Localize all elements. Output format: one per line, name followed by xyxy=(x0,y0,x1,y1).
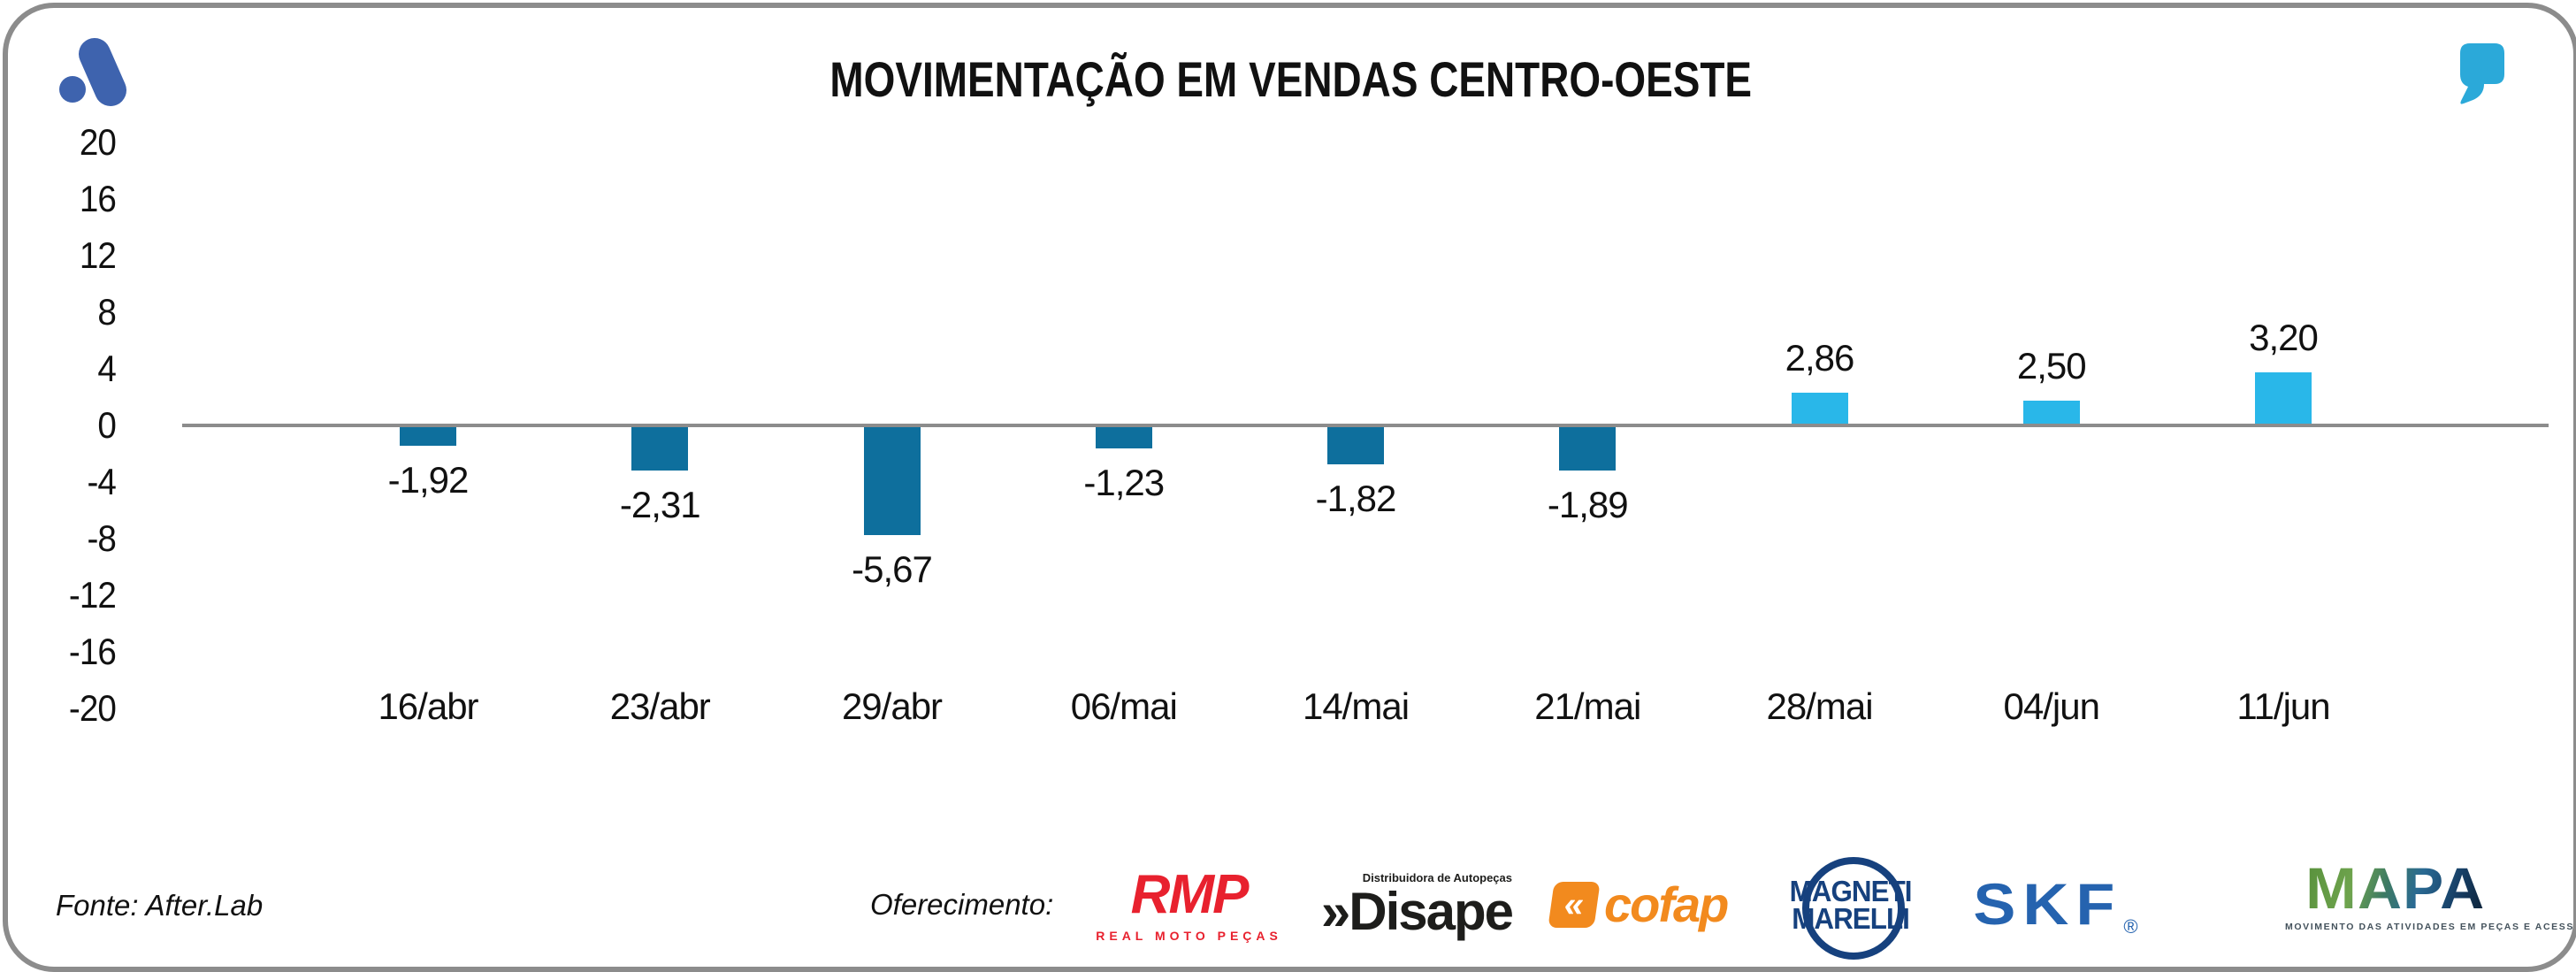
report-card: MOVIMENTAÇÃO EM VENDAS CENTRO-OESTE 20 16… xyxy=(3,3,2576,972)
bar-04-jun xyxy=(2022,401,2080,425)
y-tick-label: 12 xyxy=(79,234,117,276)
bar-21-mai xyxy=(1559,425,1617,471)
cofap-wordmark: cofap xyxy=(1604,876,1729,932)
bar-14-mai xyxy=(1327,425,1384,464)
disape-toptext: Distribuidora de Autopeças xyxy=(1362,870,1513,884)
x-tick-label: 04/jun xyxy=(2003,685,2100,727)
bar-value-label: -1,89 xyxy=(1547,484,1629,525)
rmp-subtext: REAL MOTO PEÇAS xyxy=(1096,929,1282,943)
sponsor-row: Oferecimento: RMP REAL MOTO PEÇAS Distri… xyxy=(870,846,2138,963)
x-tick-label: 11/jun xyxy=(2236,685,2330,727)
x-tick-label: 21/mai xyxy=(1534,685,1641,727)
bar-value-label: -1,23 xyxy=(1083,462,1165,503)
mapa-logo: MAPA MOVIMENTO DAS ATIVIDADES EM PEÇAS E… xyxy=(2285,855,2574,932)
x-tick-label: 23/abr xyxy=(609,685,711,727)
bar-chart: 20 16 12 8 4 0 -4 -8 -12 -16 -20 -1,92 16/abr -2,31 23… xyxy=(8,8,2573,967)
bar-value-label: -2,31 xyxy=(619,484,701,525)
x-tick-label: 16/abr xyxy=(378,685,478,727)
y-tick-label: 20 xyxy=(79,121,117,163)
bar-29-abr xyxy=(863,425,921,535)
y-tick-label: -16 xyxy=(68,631,117,672)
sponsor-label: Oferecimento: xyxy=(870,888,1054,921)
y-tick-label: 0 xyxy=(97,404,116,446)
y-tick-label: -20 xyxy=(68,687,117,729)
bar-23-abr xyxy=(631,425,689,471)
skf-registered-mark: ® xyxy=(2123,915,2138,938)
magneti-marelli-logo: MAGNETI MARELLI xyxy=(1766,852,1934,960)
y-tick-label: -8 xyxy=(87,517,116,559)
mapa-wordmark: MAPA xyxy=(2305,855,2486,921)
mapa-subtitle: MOVIMENTO DAS ATIVIDADES EM PEÇAS E ACES… xyxy=(2285,922,2574,932)
page-title: MOVIMENTAÇÃO EM VENDAS CENTRO-OESTE xyxy=(829,51,1752,107)
magneti-marelli-circle-icon xyxy=(1802,857,1906,960)
x-tick-label: 29/abr xyxy=(841,685,943,727)
y-tick-label: 16 xyxy=(79,178,117,219)
y-tick-label: 4 xyxy=(97,348,116,389)
bar-value-label: 2,86 xyxy=(1785,337,1855,379)
rmp-logo: RMP REAL MOTO PEÇAS xyxy=(1096,864,1282,943)
y-tick-label: -12 xyxy=(68,574,117,616)
x-tick-label: 28/mai xyxy=(1766,685,1873,727)
bar-06-mai xyxy=(1095,425,1152,448)
disape-wordmark: »Disape xyxy=(1320,881,1514,941)
magneti-marelli-wordmark: MAGNETI MARELLI xyxy=(1789,875,1912,935)
bar-11-jun xyxy=(2255,372,2312,425)
bar-28-mai xyxy=(1791,393,1848,425)
afterlab-logo-icon xyxy=(57,31,134,119)
disape-logo: Distribuidora de Autopeças »Disape xyxy=(1320,870,1514,941)
y-tick-label: -4 xyxy=(87,461,116,502)
bar-16-abr xyxy=(400,425,456,446)
bar-value-label: -1,92 xyxy=(387,459,470,501)
cofap-badge-icon: « xyxy=(1548,882,1601,928)
zero-axis-line xyxy=(182,424,2549,427)
rmp-wordmark: RMP xyxy=(1130,864,1250,925)
x-tick-label: 06/mai xyxy=(1070,685,1178,727)
bar-value-label: -5,67 xyxy=(852,548,933,590)
cofap-logo: « cofap xyxy=(1548,876,1729,932)
y-tick-label: 8 xyxy=(97,291,116,333)
x-tick-label: 14/mai xyxy=(1302,685,1410,727)
bar-value-label: 3,20 xyxy=(2249,317,2319,358)
skf-logo: SKF ® xyxy=(1973,873,2137,937)
quote-mark-icon xyxy=(2460,43,2504,113)
skf-wordmark: SKF xyxy=(1973,872,2122,938)
chart-title-wrap: MOVIMENTAÇÃO EM VENDAS CENTRO-OESTE xyxy=(8,50,2573,108)
source-note: Fonte: After.Lab xyxy=(56,889,264,922)
bar-value-label: 2,50 xyxy=(2016,345,2087,387)
bar-value-label: -1,82 xyxy=(1315,478,1397,519)
